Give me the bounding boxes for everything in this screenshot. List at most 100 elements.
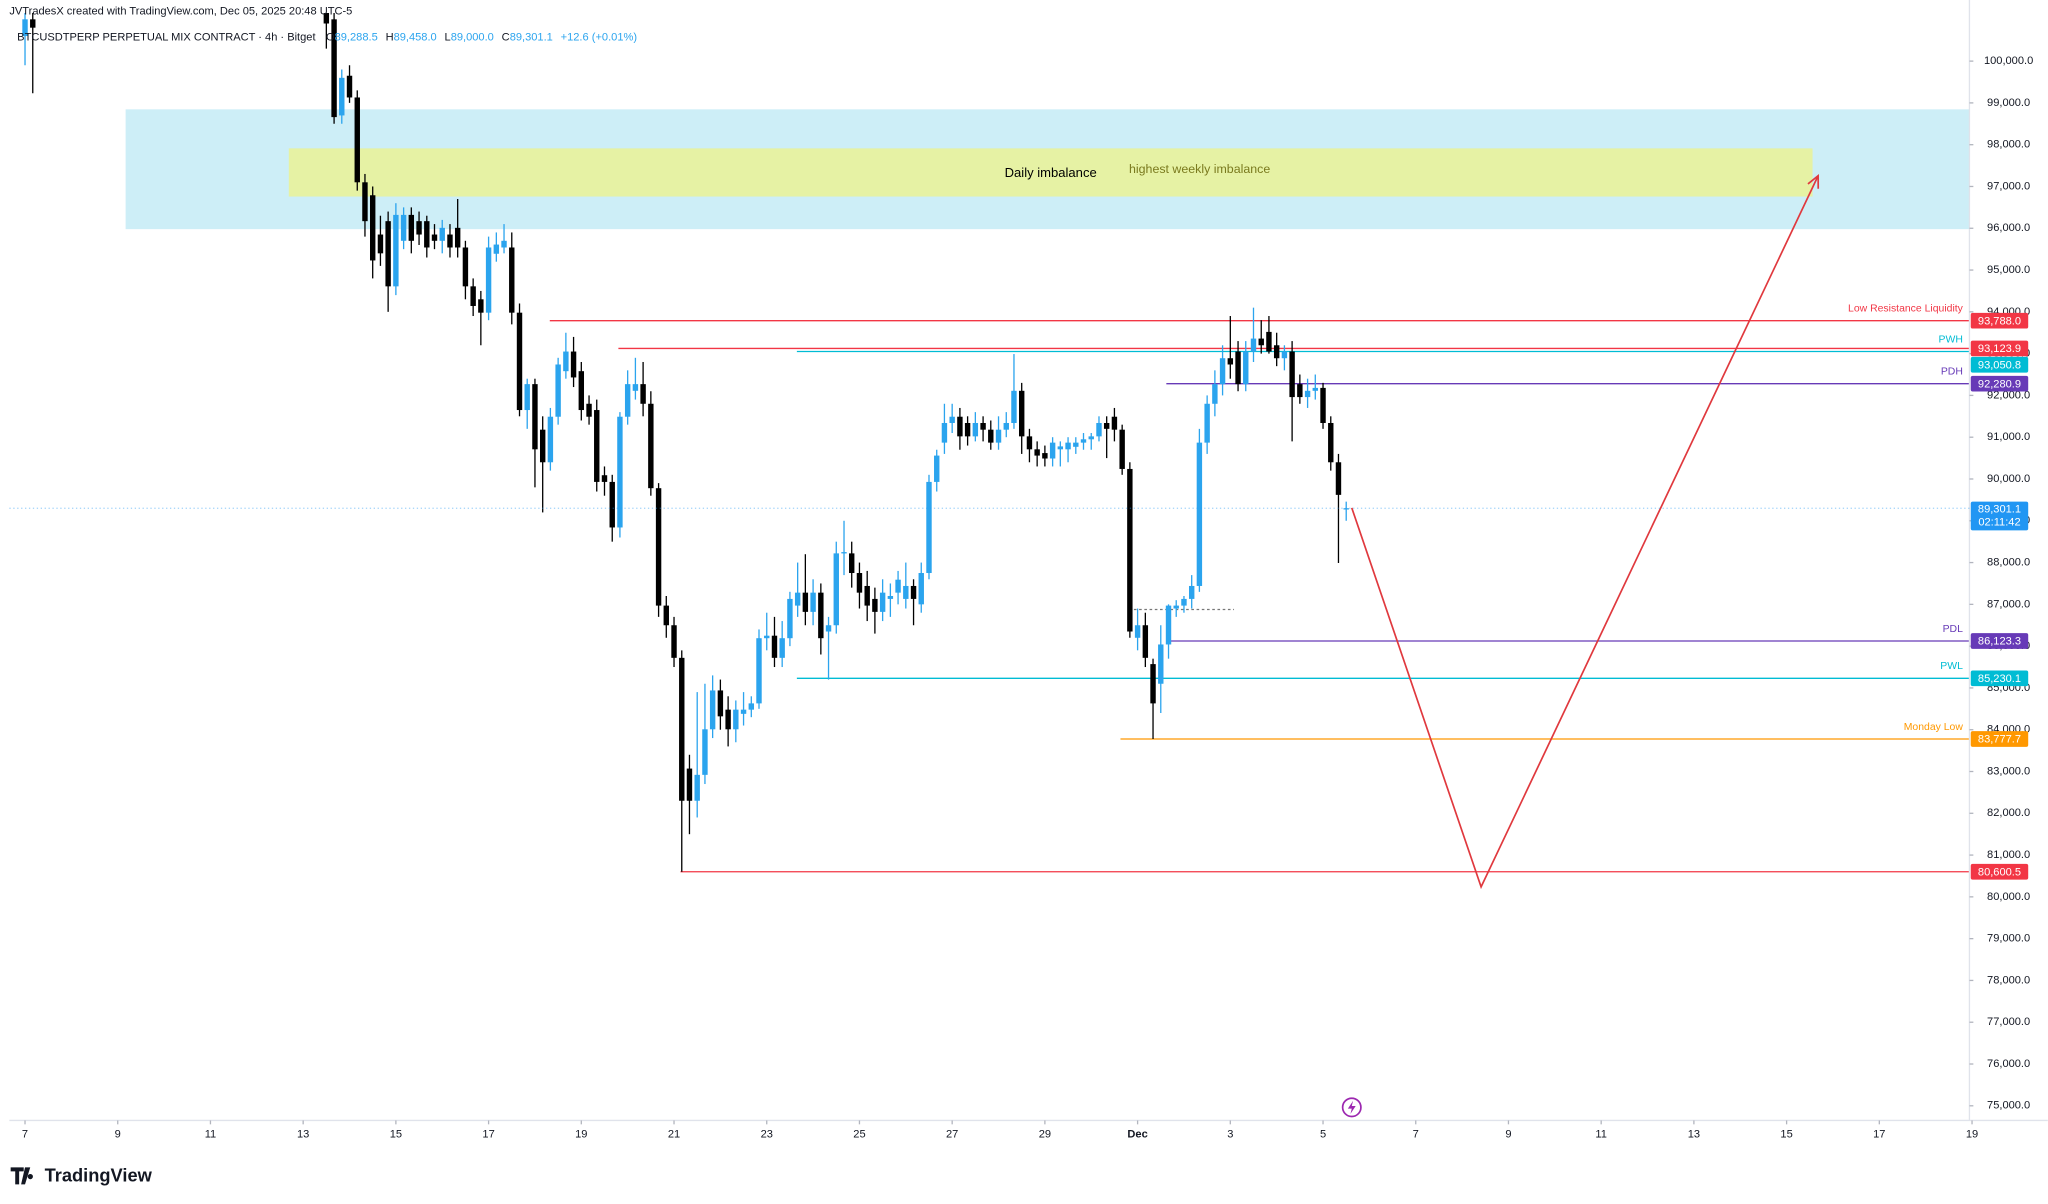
readout-key: L [445, 31, 451, 43]
candle-body [856, 573, 863, 593]
brand: TradingView [10, 1164, 153, 1185]
level-name: PWH [1939, 334, 1963, 345]
candle-body [934, 455, 940, 482]
x-tick-label: 21 [668, 1129, 680, 1141]
candle-body [694, 774, 700, 801]
zone-label: highest weekly imbalance [1129, 162, 1270, 176]
y-tick-label: 91,000.0 [1987, 431, 2030, 443]
candle-body [462, 247, 469, 287]
candle-body [949, 416, 955, 423]
candle-body [818, 592, 824, 639]
y-tick-label: 81,000.0 [1987, 849, 2030, 861]
candle-body [377, 234, 384, 254]
candle-body [594, 410, 600, 482]
level-price-label: 93,788.0 [1978, 315, 2021, 327]
y-tick-label: 99,000.0 [1987, 97, 2030, 109]
y-tick-label: 90,000.0 [1987, 473, 2030, 485]
imbalance-zone [288, 148, 1813, 197]
candle-body [1026, 436, 1033, 450]
candle-body [1266, 331, 1272, 352]
candle-body [1243, 351, 1249, 385]
level-name: Low Resistance Liquidity [1848, 304, 1964, 315]
candle-body [532, 384, 538, 450]
event-icon[interactable] [1341, 1097, 1362, 1118]
candle-body [547, 416, 554, 463]
candle-body [563, 351, 569, 372]
candle-body [22, 19, 28, 37]
candle-body [578, 371, 585, 411]
candle-body [879, 592, 886, 612]
y-tick-label: 79,000.0 [1987, 933, 2030, 945]
ohlc-readout: O 89,288.5 H 89,458.0 L 89,000.0 C 89,301.1 +12.… [326, 31, 637, 43]
level-price-box [1970, 731, 2029, 747]
candle-body [408, 214, 415, 241]
candle-body [686, 768, 693, 801]
readout-key: H [386, 31, 394, 43]
candle-body [431, 234, 438, 241]
x-tick-label: 13 [1688, 1129, 1700, 1141]
candle-body [802, 592, 809, 612]
candle-body [1297, 384, 1303, 398]
candle-body [841, 552, 847, 554]
y-tick-label: 97,000.0 [1987, 180, 2030, 192]
candle-body [895, 579, 901, 593]
y-tick-label: 78,000.0 [1987, 974, 2030, 986]
x-tick-label: 13 [297, 1129, 309, 1141]
candle-body [470, 286, 476, 306]
level-price-label: 93,123.9 [1978, 343, 2021, 355]
level-price-box [1970, 340, 2029, 357]
y-tick-label: 95,000.0 [1987, 264, 2030, 276]
candle-body [1343, 508, 1349, 510]
candle-body [926, 481, 932, 574]
projection-line [1350, 175, 1819, 890]
candle-body [655, 488, 662, 606]
candle-body [539, 429, 546, 463]
candle-body [1065, 442, 1071, 450]
candle-body [918, 573, 924, 605]
x-tick-label: 17 [1873, 1129, 1885, 1141]
candle-body [640, 384, 646, 404]
candle-body [941, 422, 948, 443]
candle-body [1304, 390, 1311, 398]
x-tick-label: 23 [761, 1129, 773, 1141]
brand-name: TradingView [45, 1164, 153, 1185]
candle-body [1080, 439, 1087, 443]
candle-body [1073, 442, 1079, 447]
candle-body [624, 384, 631, 417]
readout-change: +12.6 (+0.01%) [561, 31, 637, 43]
level-price-box [1970, 312, 2029, 329]
level-price-label: 92,280.9 [1978, 378, 2021, 390]
candle-body [586, 403, 592, 417]
candle-body [1096, 422, 1102, 437]
x-tick-label: 15 [390, 1129, 402, 1141]
candle-body [972, 422, 979, 437]
candle-body [1204, 403, 1210, 443]
candle-body [980, 422, 986, 430]
level-price-box [1970, 356, 2029, 373]
candle-body [424, 221, 430, 248]
level-name: Monday Low [1904, 722, 1964, 733]
candle-body [1042, 453, 1048, 459]
candle-body [1119, 429, 1125, 469]
candle-body [1111, 416, 1118, 430]
candle-body [1289, 351, 1295, 398]
candle-body [663, 605, 669, 626]
candle-body [385, 221, 391, 287]
candle-body [1335, 462, 1342, 495]
candle-body [331, 19, 337, 118]
candle-body [771, 635, 778, 658]
candle-body [416, 221, 422, 235]
x-tick-label: 19 [1966, 1129, 1978, 1141]
candle-body [1019, 390, 1025, 437]
x-tick-label: 17 [482, 1129, 494, 1141]
level-price-box [1970, 375, 2029, 392]
candle-body [1150, 664, 1156, 704]
y-tick-label: 76,000.0 [1987, 1058, 2030, 1070]
event-icon-bolt [1347, 1100, 1356, 1114]
candle-body [648, 403, 654, 489]
level-price-label: 80,600.5 [1978, 866, 2021, 878]
y-tick-label: 83,000.0 [1987, 765, 2030, 777]
x-tick-label: 7 [1413, 1129, 1419, 1141]
